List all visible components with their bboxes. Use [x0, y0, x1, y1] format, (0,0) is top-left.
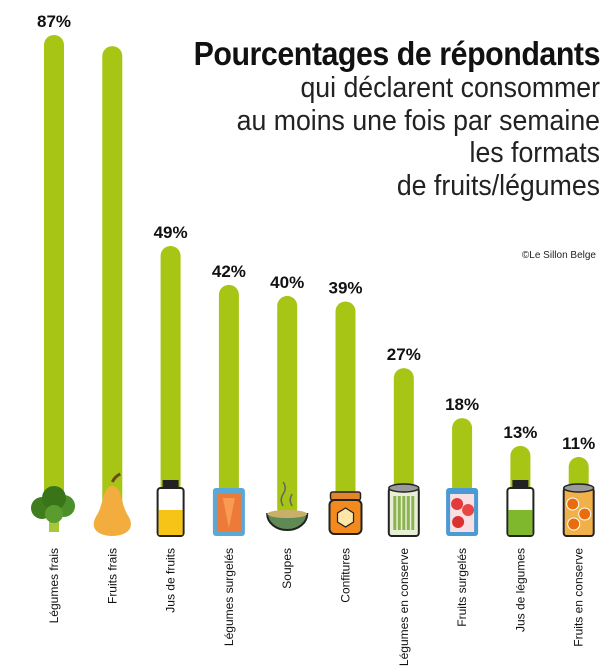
category-label-1: Légumes frais	[47, 548, 61, 623]
category-label-6: Confitures	[339, 548, 353, 603]
category-label-3: Jus de fruits	[164, 548, 178, 613]
data-label-10: 11%	[562, 434, 595, 453]
category-label-10: Fruits en conserve	[572, 548, 586, 647]
canned-fruit-icon	[562, 483, 595, 537]
data-label-1: 87%	[37, 12, 71, 31]
bar-4	[218, 284, 239, 518]
data-label-4: 42%	[212, 262, 246, 281]
credit-text: ©Le Sillon Belge	[521, 250, 596, 261]
data-label-7: 27%	[387, 345, 421, 364]
category-label-9: Jus de légumes	[513, 548, 527, 632]
canned-vegetables-icon	[387, 483, 420, 537]
category-label-4: Légumes surgelés	[222, 548, 236, 646]
data-label-6: 39%	[328, 278, 362, 297]
vegetable-juice-bottle-icon	[506, 480, 535, 537]
data-label-9: 13%	[503, 423, 537, 442]
bar-6	[335, 301, 356, 518]
category-label-2: Fruits frais	[105, 548, 119, 604]
soup-bowl-icon	[266, 481, 309, 531]
juice-bottle-icon	[156, 480, 185, 537]
category-label-5: Soupes	[280, 548, 294, 589]
bar-7	[393, 368, 414, 518]
category-label-7: Légumes en conserve	[397, 548, 411, 666]
frozen-fruit-bag-icon	[446, 488, 479, 536]
data-label-8: 18%	[445, 395, 479, 414]
bar-2	[102, 46, 123, 518]
category-label-8: Fruits surgelés	[455, 548, 469, 627]
pear-icon	[93, 472, 131, 536]
data-label-3: 49%	[154, 223, 188, 242]
bar-3	[160, 245, 181, 518]
jam-jar-icon	[328, 491, 363, 535]
chart-subtitle: qui déclarent consommer au moins une foi…	[236, 72, 600, 202]
data-label-5: 40%	[270, 273, 304, 292]
chart-title: Pourcentages de répondants	[193, 35, 601, 72]
frozen-vegetables-bag-icon	[212, 488, 245, 536]
bar-5	[277, 295, 298, 518]
bar-1	[44, 35, 64, 518]
broccoli-icon	[31, 486, 75, 532]
title-block: Pourcentages de répondants qui déclarent…	[130, 35, 601, 202]
